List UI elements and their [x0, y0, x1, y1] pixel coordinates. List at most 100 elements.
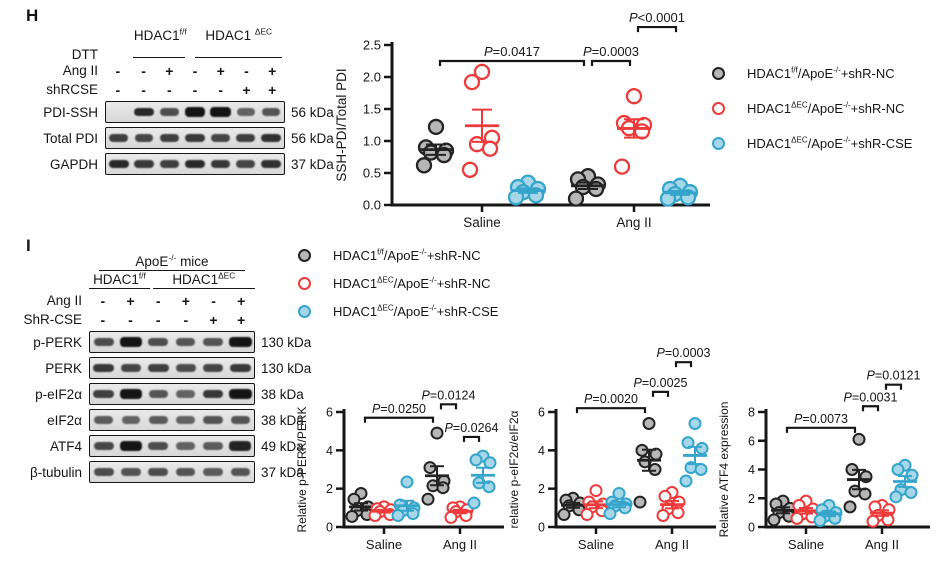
legend-label: HDAC1f/f/ApoE-/-+shR-NC	[747, 65, 895, 81]
blot-row: GAPDH 37 kDa	[22, 151, 345, 177]
protein-band	[148, 337, 169, 347]
data-point	[483, 456, 497, 470]
treatment-symbol: +	[237, 311, 246, 328]
legend-marker-circle-icon	[298, 277, 311, 290]
data-point	[767, 513, 781, 527]
kda-label: 49 kDa	[261, 438, 304, 454]
y-tick-label: 0.0	[363, 198, 381, 213]
data-point	[423, 461, 437, 475]
data-point	[843, 500, 857, 514]
y-tick-label: 0	[538, 521, 545, 535]
data-point	[427, 118, 445, 136]
sig-bracket	[674, 361, 693, 368]
blot-row: ATF4 49 kDa	[12, 433, 321, 459]
data-point	[852, 432, 866, 446]
treatment-symbol: -	[218, 81, 224, 98]
protein-band	[176, 390, 196, 398]
treatment-symbol: -	[166, 81, 172, 98]
protein-band	[160, 159, 180, 169]
y-tick-label: 0.5	[363, 166, 381, 181]
sig-bracket	[861, 405, 880, 412]
protein-band	[202, 363, 224, 373]
blot-row: Total PDI 56 kDa	[22, 125, 345, 151]
blot-band-box	[105, 101, 285, 123]
data-point	[589, 484, 603, 498]
protein-band	[185, 159, 205, 169]
panel-h-legend: HDAC1f/f/ApoE-/-+shR-NC HDAC1ΔEC/ApoE-/-+…	[712, 66, 912, 171]
blot-band-box	[105, 153, 285, 175]
blot-row: PERK 130 kDa	[12, 355, 321, 381]
data-point	[688, 417, 702, 430]
blot-row: ApoE-/- mice	[12, 253, 321, 272]
p-value-label: P=0.0025	[634, 376, 688, 390]
sig-bracket	[462, 435, 481, 442]
data-point	[625, 88, 643, 105]
protein-band	[203, 338, 223, 346]
protein-band	[203, 442, 223, 450]
y-tick-label: 2.0	[363, 70, 381, 85]
x-tick-label: Saline	[366, 537, 402, 552]
protein-band	[237, 108, 255, 116]
protein-band	[148, 467, 169, 477]
sig-bracket	[575, 407, 647, 414]
legend-label: HDAC1ΔEC/ApoE-/-+shR-NC	[747, 100, 905, 116]
legend-item: HDAC1f/f/ApoE-/-+shR-NC	[712, 66, 912, 81]
treatment-symbol: -	[183, 311, 189, 328]
data-point	[904, 486, 918, 499]
protein-band	[209, 107, 231, 117]
treatment-label: Ang II	[46, 293, 82, 308]
data-point	[406, 507, 420, 521]
y-tick-label: 0	[326, 521, 333, 535]
protein-band	[108, 159, 129, 169]
data-point	[613, 158, 631, 175]
blot-row: Ang II - - + - + - +	[22, 61, 345, 80]
protein-band	[93, 389, 114, 399]
treatment-symbol: -	[100, 292, 106, 309]
kda-label: 37 kDa	[291, 156, 334, 172]
blot-group-header: HDAC1f/f	[89, 271, 150, 289]
p-value-label: P=0.0003	[657, 346, 711, 360]
legend-item: HDAC1ΔEC/ApoE-/-+shR-CSE	[712, 136, 912, 151]
data-point	[681, 436, 695, 450]
data-point	[612, 486, 626, 500]
x-tick-label: Ang II	[443, 537, 477, 552]
band-label: eIF2α	[47, 412, 82, 428]
protein-band	[185, 133, 205, 143]
protein-band	[262, 108, 281, 116]
protein-band	[202, 389, 224, 399]
protein-band	[203, 468, 223, 476]
data-point	[557, 508, 571, 522]
data-point	[345, 509, 359, 523]
blot-group-header: HDAC1 ΔEC	[205, 26, 273, 43]
treatment-symbol: -	[192, 81, 198, 98]
data-point	[400, 475, 414, 489]
protein-band	[176, 416, 196, 424]
legend-item: HDAC1f/f/ApoE-/-+shR-NC	[298, 248, 498, 263]
y-tick-label: 4	[326, 444, 333, 458]
data-point	[415, 157, 433, 174]
treatment-symbol: +	[237, 292, 246, 309]
sig-bracket	[785, 426, 857, 433]
data-point	[603, 507, 617, 521]
x-tick-label: Saline	[463, 215, 501, 230]
treatment-label: ShR-CSE	[23, 312, 82, 327]
p-value-label: P=0.0003	[583, 44, 639, 59]
protein-band	[93, 467, 114, 477]
kda-label: 56 kDa	[291, 104, 334, 120]
protein-band	[148, 441, 169, 451]
legend-label: HDAC1f/f/ApoE-/-+shR-NC	[333, 247, 481, 263]
data-point	[347, 492, 361, 506]
legend-label: HDAC1ΔEC/ApoE-/-+shR-CSE	[747, 135, 913, 151]
legend-marker-circle-icon	[298, 305, 311, 318]
treatment-symbol: +	[268, 81, 277, 98]
treatment-symbol: +	[209, 311, 218, 328]
panel-h-western-blot: HDAC1f/f HDAC1 ΔEC DTT Ang II - - + - + - + shRCSE -…	[22, 26, 345, 177]
data-point	[580, 508, 594, 522]
protein-band	[211, 133, 230, 143]
panel-i-label: I	[26, 236, 31, 255]
sig-bracket	[651, 390, 670, 397]
band-label: Total PDI	[43, 130, 98, 146]
y-axis-title: relative p-eIF2α/eIF2α	[507, 410, 521, 528]
blot-band-box	[89, 357, 255, 379]
